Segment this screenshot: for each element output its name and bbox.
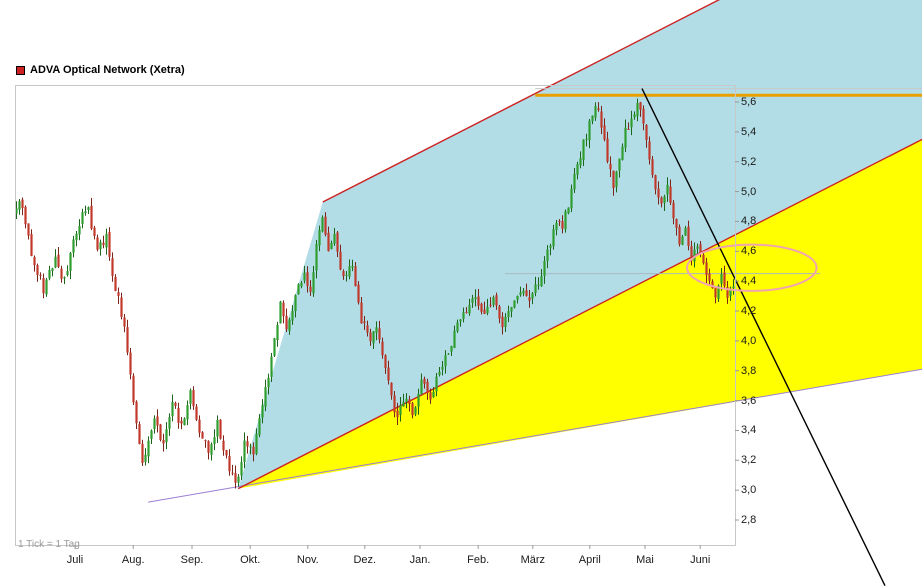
y-axis-label: 5,4: [741, 125, 757, 138]
highlight-ellipse: [686, 243, 818, 292]
y-axis-label: 2,8: [741, 513, 757, 526]
x-axis-label: Sep.: [180, 554, 204, 566]
candles: [15, 98, 735, 489]
x-axis-label: Dez.: [353, 554, 377, 566]
x-axis-label: Nov.: [296, 554, 319, 566]
x-axis-label: Feb.: [467, 554, 490, 566]
y-axis-label: 4,0: [741, 334, 757, 347]
x-axis-label: Jan.: [409, 554, 431, 566]
x-axis-label: Mai: [636, 554, 654, 566]
x-axis-label: Juli: [66, 554, 84, 566]
x-axis-label: Juni: [690, 554, 711, 566]
y-axis-label: 3,4: [741, 424, 757, 437]
level-lines: [505, 88, 922, 275]
chart-title: ADVA Optical Network (Xetra): [30, 64, 185, 76]
y-axis-label: 4,2: [741, 304, 757, 317]
chart-title-bar: ADVA Optical Network (Xetra): [16, 64, 185, 76]
y-axis-label: 3,0: [741, 484, 757, 497]
plot-frame: [15, 85, 736, 546]
x-axis-label: Okt.: [240, 554, 261, 566]
x-axis-label: April: [578, 554, 601, 566]
x-axis-label: März: [520, 554, 546, 566]
y-axis-label: 5,0: [741, 185, 757, 198]
tick-scale-note: 1 Tick = 1 Tag: [18, 539, 80, 550]
downtrend-line: [641, 88, 886, 586]
trend-channel: [148, 0, 922, 503]
y-axis-label: 4,8: [741, 215, 757, 228]
axis-ticks: [74, 101, 739, 549]
x-axis-label: Aug.: [121, 554, 145, 566]
y-axis-label: 4,6: [741, 245, 757, 258]
y-axis-label: 3,2: [741, 454, 757, 467]
y-axis-label: 3,8: [741, 364, 757, 377]
y-axis-label: 4,4: [741, 275, 757, 288]
y-axis-label: 5,6: [741, 96, 757, 108]
y-axis-label: 3,6: [741, 394, 757, 407]
series-marker-icon: [16, 65, 25, 75]
y-axis-label: 5,2: [741, 155, 757, 168]
